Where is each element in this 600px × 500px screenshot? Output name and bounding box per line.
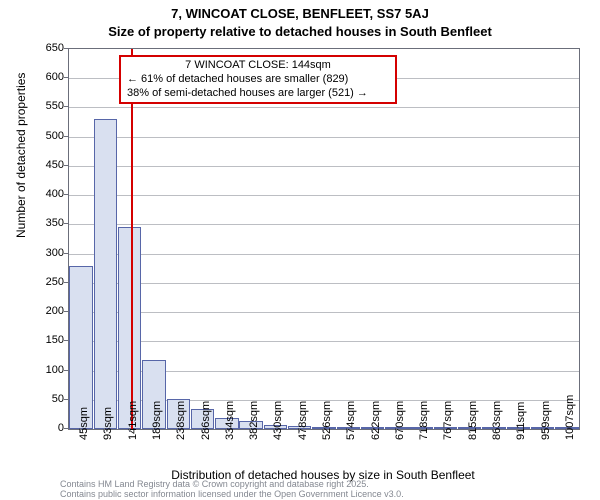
y-tick-label: 650	[24, 42, 64, 54]
x-tick-mark	[323, 428, 324, 432]
histogram-bar	[94, 119, 117, 429]
y-tick-mark	[64, 48, 68, 49]
y-tick-mark	[64, 223, 68, 224]
gridline	[69, 107, 579, 108]
x-tick-mark	[517, 428, 518, 432]
y-tick-label: 400	[24, 188, 64, 200]
y-tick-label: 500	[24, 130, 64, 142]
footer-line2: Contains public sector information licen…	[60, 490, 404, 500]
x-tick-mark	[372, 428, 373, 432]
chart-title-subtitle: Size of property relative to detached ho…	[0, 24, 600, 39]
x-tick-mark	[129, 428, 130, 432]
y-tick-label: 250	[24, 276, 64, 288]
y-tick-mark	[64, 428, 68, 429]
y-tick-mark	[64, 311, 68, 312]
x-tick-mark	[104, 428, 105, 432]
y-tick-label: 350	[24, 217, 64, 229]
x-tick-mark	[347, 428, 348, 432]
x-tick-mark	[202, 428, 203, 432]
x-tick-mark	[396, 428, 397, 432]
annotation-box: 7 WINCOAT CLOSE: 144sqm← 61% of detached…	[119, 55, 397, 104]
y-axis-label: Number of detached properties	[14, 73, 28, 238]
x-tick-mark	[177, 428, 178, 432]
y-tick-label: 200	[24, 305, 64, 317]
x-tick-mark	[420, 428, 421, 432]
y-tick-label: 600	[24, 71, 64, 83]
y-tick-label: 300	[24, 247, 64, 259]
y-tick-mark	[64, 194, 68, 195]
x-tick-mark	[542, 428, 543, 432]
x-tick-mark	[469, 428, 470, 432]
gridline	[69, 254, 579, 255]
histogram-bar	[69, 266, 92, 429]
y-tick-mark	[64, 340, 68, 341]
y-tick-label: 50	[24, 393, 64, 405]
annotation-line3: 38% of semi-detached houses are larger (…	[127, 87, 389, 101]
y-tick-mark	[64, 165, 68, 166]
y-tick-label: 150	[24, 334, 64, 346]
annotation-line1: 7 WINCOAT CLOSE: 144sqm	[127, 59, 389, 73]
y-tick-label: 100	[24, 364, 64, 376]
chart-title-address: 7, WINCOAT CLOSE, BENFLEET, SS7 5AJ	[0, 6, 600, 21]
y-tick-mark	[64, 370, 68, 371]
gridline	[69, 312, 579, 313]
y-tick-mark	[64, 282, 68, 283]
property-marker-line	[131, 49, 133, 429]
y-tick-label: 0	[24, 422, 64, 434]
x-tick-mark	[566, 428, 567, 432]
x-tick-mark	[299, 428, 300, 432]
gridline	[69, 137, 579, 138]
gridline	[69, 166, 579, 167]
x-tick-mark	[226, 428, 227, 432]
x-tick-mark	[80, 428, 81, 432]
x-tick-mark	[250, 428, 251, 432]
plot-area: 7 WINCOAT CLOSE: 144sqm← 61% of detached…	[68, 48, 580, 430]
y-tick-mark	[64, 399, 68, 400]
x-tick-mark	[444, 428, 445, 432]
gridline	[69, 283, 579, 284]
gridline	[69, 224, 579, 225]
x-tick-mark	[493, 428, 494, 432]
gridline	[69, 195, 579, 196]
property-size-histogram: 7, WINCOAT CLOSE, BENFLEET, SS7 5AJ Size…	[0, 0, 600, 500]
y-tick-mark	[64, 77, 68, 78]
y-tick-mark	[64, 253, 68, 254]
annotation-line2: ← 61% of detached houses are smaller (82…	[127, 73, 389, 87]
y-tick-label: 550	[24, 100, 64, 112]
y-tick-label: 450	[24, 159, 64, 171]
x-tick-mark	[274, 428, 275, 432]
y-tick-mark	[64, 136, 68, 137]
attribution-footer: Contains HM Land Registry data © Crown c…	[60, 480, 404, 500]
gridline	[69, 341, 579, 342]
y-tick-mark	[64, 106, 68, 107]
x-tick-mark	[153, 428, 154, 432]
histogram-bar	[118, 227, 141, 429]
